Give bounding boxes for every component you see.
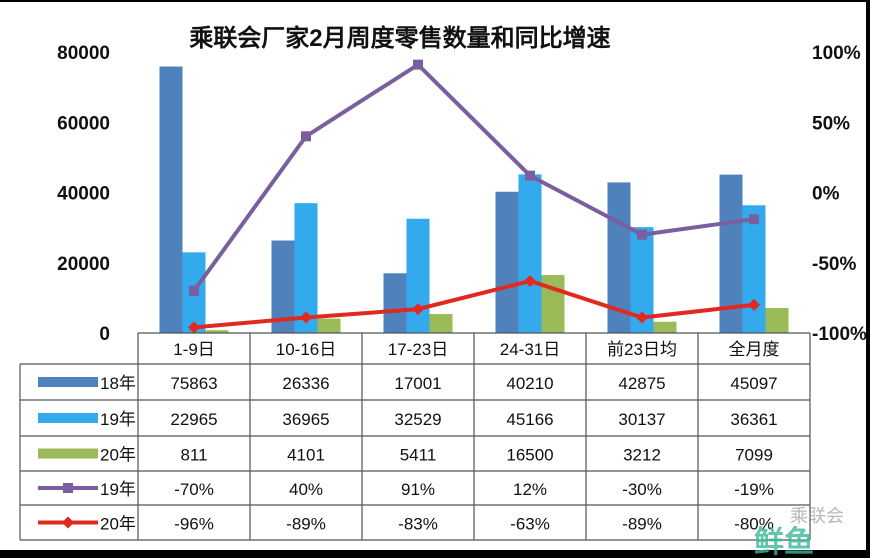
table-cell: 22965	[170, 410, 217, 429]
table-cell: 4101	[287, 446, 325, 465]
bar-19年	[742, 205, 766, 333]
category-label: 10-16日	[276, 340, 336, 359]
bar-18年	[383, 273, 407, 333]
table-cell: 32529	[394, 410, 441, 429]
marker-square	[413, 59, 423, 70]
bar-20年	[541, 275, 565, 333]
chart-title: 乘联会厂家2月周度零售数量和同比增速	[188, 24, 610, 52]
marker-square	[637, 229, 647, 240]
marker-square	[749, 214, 759, 225]
marker-square	[301, 131, 311, 142]
left-axis-tick: 0	[99, 324, 110, 345]
bar-20年	[653, 321, 677, 333]
marker-square	[525, 170, 535, 181]
marker-diamond	[300, 311, 312, 324]
bar-18年	[495, 191, 519, 333]
table-cell: 45097	[730, 374, 777, 393]
legend-label: 20年	[100, 446, 136, 465]
table-cell: 40%	[289, 480, 323, 499]
table-cell: 7099	[735, 446, 773, 465]
bar-18年	[159, 66, 183, 333]
category-label: 全月度	[729, 340, 780, 359]
table-cell: 36361	[730, 410, 777, 429]
table-cell: 91%	[401, 480, 435, 499]
table-cell: 17001	[394, 374, 441, 393]
table-cell: -19%	[734, 480, 774, 499]
table-cell: 5411	[400, 446, 437, 465]
legend-key-bar	[38, 448, 98, 459]
bar-20年	[317, 318, 341, 333]
category-label: 1-9日	[173, 340, 215, 359]
table-cell: -83%	[398, 515, 438, 534]
table-cell: 45166	[506, 410, 553, 429]
left-axis-tick: 40000	[57, 184, 110, 205]
table-cell: 42875	[618, 374, 665, 393]
legend-label: 18年	[100, 374, 136, 393]
bar-20年	[765, 308, 789, 333]
right-axis-tick: -100%	[812, 324, 867, 345]
table-cell: 30137	[618, 410, 665, 429]
bar-19年	[294, 203, 318, 333]
marker-diamond	[748, 298, 760, 311]
table-cell: -70%	[174, 480, 214, 499]
marker-diamond	[524, 275, 536, 288]
left-axis-tick: 20000	[57, 254, 110, 275]
left-axis-tick: 80000	[57, 43, 110, 64]
watermark-logo: 鲜鱼	[754, 525, 814, 558]
table-cell: 811	[180, 446, 207, 465]
legend-key-bar	[38, 413, 98, 423]
legend-label: 19年	[100, 480, 136, 499]
bar-19年	[518, 174, 542, 333]
right-axis-tick: 0%	[812, 184, 840, 205]
table-cell: 40210	[506, 374, 553, 393]
legend-marker-square	[63, 483, 73, 493]
category-label: 17-23日	[388, 340, 448, 359]
right-axis-tick: 100%	[812, 43, 861, 64]
table-cell: 3212	[623, 446, 661, 465]
bar-18年	[271, 240, 295, 333]
right-axis-tick: 50%	[812, 113, 850, 134]
table-cell: -63%	[510, 515, 550, 534]
table-cell: 16500	[506, 446, 553, 465]
bar-20年	[205, 330, 229, 333]
table-cell: -30%	[622, 480, 662, 499]
line-20年-growth	[193, 278, 755, 330]
table-cell: -96%	[174, 515, 214, 534]
table-cell: 26336	[282, 374, 329, 393]
bar-20年	[429, 313, 453, 333]
marker-square	[189, 285, 199, 296]
line-19年-growth	[192, 62, 755, 293]
category-label: 24-31日	[500, 340, 560, 359]
bar-18年	[719, 174, 743, 333]
marker-diamond	[412, 303, 424, 316]
table-cell: 12%	[513, 480, 547, 499]
legend-label: 19年	[100, 410, 136, 429]
legend-marker-diamond	[62, 516, 74, 529]
legend-label: 20年	[100, 515, 136, 534]
marker-diamond	[636, 311, 648, 324]
bar-19年	[406, 218, 430, 333]
table-cell: 75863	[170, 374, 217, 393]
table-cell: -89%	[622, 515, 662, 534]
right-axis-tick: -50%	[812, 254, 856, 275]
category-label: 前23日均	[607, 340, 677, 359]
legend-key-bar	[38, 377, 98, 387]
table-cell: -89%	[286, 515, 326, 534]
table-cell: 36965	[282, 410, 329, 429]
watermark-text: 乘联会	[790, 506, 844, 526]
left-axis-tick: 60000	[57, 113, 110, 134]
marker-diamond	[188, 321, 200, 334]
table-cell: -80%	[734, 515, 774, 534]
bar-19年	[630, 227, 654, 333]
